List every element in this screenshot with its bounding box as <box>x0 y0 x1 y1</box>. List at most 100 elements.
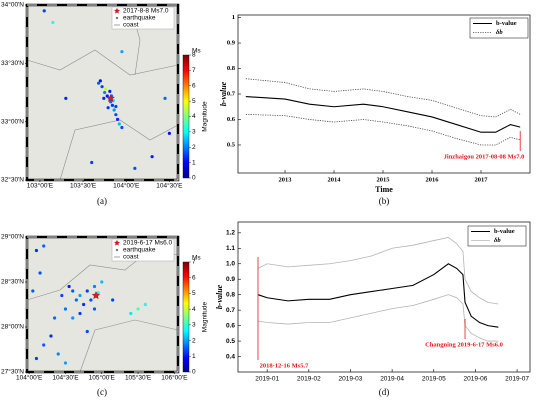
annotation: 2018-12-16 Ms5.7 <box>260 362 309 369</box>
y-tick-label: 0.9 <box>226 276 235 283</box>
earthquake-point <box>98 79 102 83</box>
earthquake-point <box>114 113 118 117</box>
earthquake-point <box>52 316 57 320</box>
earthquake-point <box>116 117 120 121</box>
legend-label: δb <box>496 29 503 36</box>
earthquake-point <box>78 311 82 316</box>
x-tick-label: 2019-01 <box>255 376 279 383</box>
earthquake-point <box>90 160 94 165</box>
x-tick-label: 2014 <box>328 176 342 183</box>
frame-stripes <box>26 236 179 373</box>
earthquake-point <box>102 96 106 100</box>
x-tick-label: 105°30'E <box>125 374 152 382</box>
earthquake-point <box>31 289 35 293</box>
x-tick-label: 2019-03 <box>339 376 363 383</box>
colorbar-tick-label: 0 <box>192 175 196 182</box>
earthquake-point <box>82 302 86 307</box>
y-axis-title: b-value <box>215 284 224 309</box>
y-tick-label: 27°30'N <box>1 368 24 376</box>
boundary <box>79 319 179 373</box>
earthquake-point <box>103 87 108 91</box>
colorbar-tick-label: 3 <box>192 129 196 136</box>
earthquake-point <box>143 302 147 307</box>
colorbar-tick-label: 2 <box>192 144 196 151</box>
colorbar-tick-label: 3 <box>192 322 196 329</box>
x-tick-label: 2019-05 <box>422 376 446 383</box>
y-tick-label: 0.8 <box>227 65 236 72</box>
x-tick-label: 104°00'E <box>16 374 43 382</box>
legend-label: earthquake <box>123 247 156 254</box>
boundary <box>26 49 179 76</box>
y-tick-label: 29°00'N <box>1 233 24 241</box>
colorbar-tick-label: 0 <box>192 369 196 376</box>
y-tick-label: 28°00'N <box>1 323 24 331</box>
y-tick-label: 34°00'N <box>1 1 24 9</box>
colorbar-title: Ms <box>192 48 201 55</box>
legend-box <box>111 6 175 30</box>
legend-box <box>111 238 175 262</box>
plot-frame <box>237 14 531 174</box>
map-background <box>27 5 178 180</box>
earthquake-point <box>42 244 46 248</box>
x-tick-label: 2017 <box>475 176 489 183</box>
x-tick-label: 2013 <box>279 176 293 183</box>
earthquake-point <box>110 103 115 107</box>
legend-label: coast <box>123 22 139 29</box>
colorbar-tick-label: 6 <box>192 82 196 89</box>
x-tick-label: 105°00'E <box>89 374 116 382</box>
earthquake-point <box>97 81 101 85</box>
legend-label: earthquake <box>123 15 156 22</box>
earthquake-point <box>117 122 121 126</box>
earthquake-point <box>111 298 115 302</box>
earthquake-point <box>89 298 93 302</box>
colorbar-tick-label: 5 <box>192 98 196 105</box>
legend-dot <box>115 248 119 252</box>
colorbar-tick-label: 1 <box>192 159 196 166</box>
boundary <box>59 119 179 181</box>
y-tick-label: 33°00'N <box>1 117 24 125</box>
x-tick-label: 2015 <box>377 176 391 183</box>
y-axis-title: b-value <box>219 81 228 106</box>
colorbar-tick-label: 8 <box>192 52 196 59</box>
earthquake-point <box>109 100 113 104</box>
colorbar-tick-label: 4 <box>192 306 196 313</box>
frame-stripes <box>26 4 179 181</box>
colorbar-tick-label: 6 <box>192 274 196 281</box>
panel-caption: (c) <box>97 387 107 397</box>
earthquake-point <box>34 356 39 361</box>
earthquake-point <box>136 307 140 311</box>
panel-caption: (d) <box>379 387 390 397</box>
colorbar-label: Magnitude <box>202 301 209 332</box>
earthquake-point <box>63 307 68 311</box>
legend-dot <box>115 16 119 20</box>
colorbar-tick-label: 4 <box>192 113 196 120</box>
series-line <box>257 237 499 305</box>
y-tick-label: 0.5 <box>227 141 236 148</box>
panel-caption: (b) <box>379 196 390 206</box>
colorbar-tick-label: 2 <box>192 337 196 344</box>
y-tick-label: 33°30'N <box>1 59 24 67</box>
earthquake-point <box>63 361 68 365</box>
colorbar-tick-label: 1 <box>192 353 196 360</box>
earthquake-point <box>105 94 109 98</box>
earthquake-point <box>78 293 82 298</box>
earthquake-point <box>38 271 42 275</box>
colorbar <box>182 54 190 179</box>
x-tick-label: 2019-07 <box>505 376 529 383</box>
earthquake-point <box>163 96 167 100</box>
legend-label: 2017-8-8 Ms7.0 <box>123 8 169 15</box>
x-tick-label: 103°30'E <box>70 182 97 190</box>
earthquake-point <box>74 298 78 302</box>
x-tick-label: 2019-02 <box>297 376 321 383</box>
x-tick-label: 104°00'E <box>113 182 140 190</box>
series-line <box>245 96 521 133</box>
legend-label: b-value <box>494 228 515 235</box>
earthquake-point <box>133 166 137 170</box>
legend-star <box>113 239 121 246</box>
colorbar-title: Ms <box>192 255 201 262</box>
earthquake-point <box>51 20 55 25</box>
y-tick-label: 28°30'N <box>1 278 24 286</box>
earthquake-point <box>129 311 133 316</box>
earthquake-point <box>49 334 53 338</box>
